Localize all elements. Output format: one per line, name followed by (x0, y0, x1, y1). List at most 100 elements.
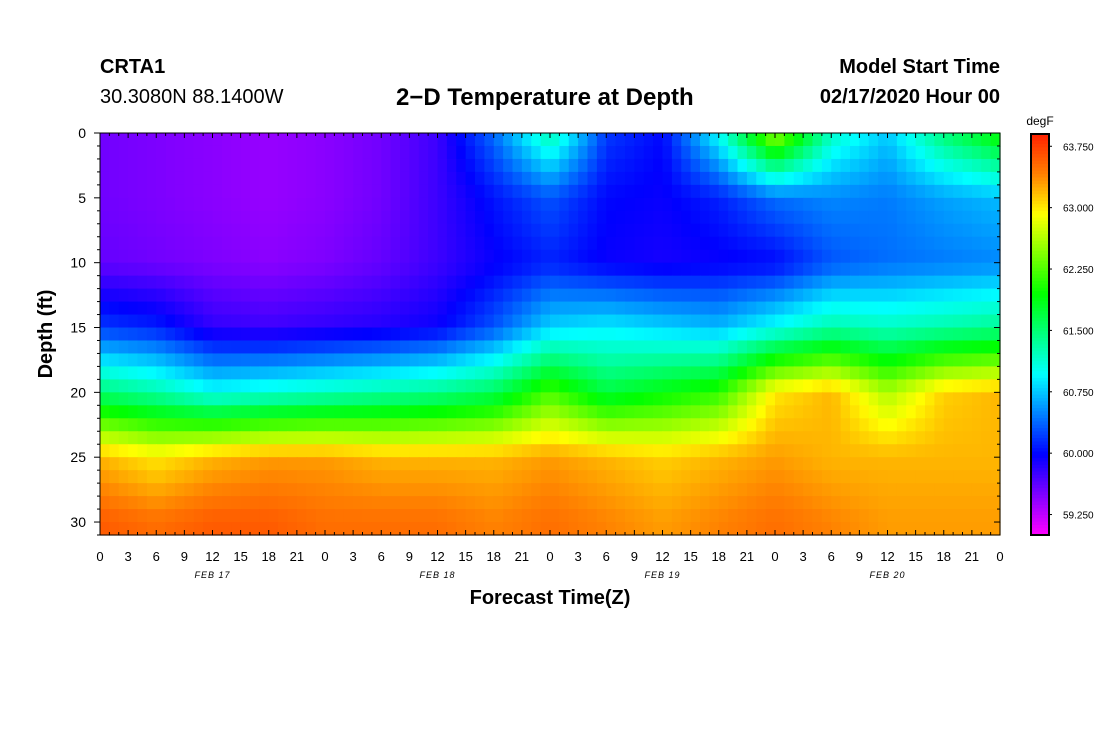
heatmap-cell (953, 366, 964, 380)
colorbar-step (1031, 274, 1049, 279)
heatmap-cell (418, 223, 429, 238)
heatmap-cell (859, 223, 870, 238)
heatmap-cell (868, 470, 879, 484)
heatmap-cell (371, 340, 382, 355)
heatmap-cell (981, 366, 992, 380)
heatmap-cell (231, 223, 242, 238)
heatmap-cell (812, 431, 823, 445)
heatmap-cell (325, 431, 335, 445)
colorbar-step (1031, 204, 1049, 209)
heatmap-cell (371, 236, 382, 251)
heatmap-cell (418, 249, 429, 264)
heatmap-cell (559, 249, 570, 264)
heatmap-cell (868, 184, 879, 199)
heatmap-cell (934, 444, 945, 458)
heatmap-cell (428, 431, 439, 445)
heatmap-cell (850, 405, 860, 419)
heatmap-cell (718, 197, 729, 212)
heatmap-cell (953, 275, 964, 290)
heatmap-cell (512, 301, 523, 316)
heatmap-cell (390, 314, 401, 329)
heatmap-cell (596, 262, 607, 277)
colorbar-step (1031, 177, 1049, 182)
heatmap-cell (831, 288, 842, 303)
heatmap-cell (250, 249, 260, 264)
heatmap-cell (765, 197, 776, 212)
heatmap-cell (240, 223, 251, 238)
heatmap-cell (559, 223, 570, 238)
heatmap-cell (709, 418, 720, 432)
heatmap-cell (137, 301, 148, 316)
heatmap-cell (540, 509, 551, 523)
heatmap-cell (400, 392, 410, 406)
heatmap-cell (203, 444, 214, 458)
heatmap-cell (212, 314, 223, 329)
heatmap-cell (728, 314, 739, 329)
heatmap-cell (184, 496, 195, 510)
heatmap-cell (887, 223, 898, 238)
heatmap-cell (700, 418, 710, 432)
heatmap-cell (756, 457, 767, 471)
heatmap-cell (971, 197, 982, 212)
heatmap-cell (756, 275, 767, 290)
heatmap-cell (840, 145, 851, 160)
heatmap-cell (503, 379, 514, 393)
heatmap-cell (146, 197, 157, 212)
colorbar-step (1031, 154, 1049, 158)
heatmap-cell (212, 418, 223, 432)
heatmap-cell (250, 171, 260, 186)
heatmap-cell (962, 275, 973, 290)
heatmap-cell (362, 340, 373, 355)
heatmap-cell (803, 314, 814, 329)
heatmap-cell (315, 522, 326, 536)
heatmap-cell (990, 379, 1001, 393)
heatmap-cell (212, 275, 223, 290)
heatmap-cell (700, 509, 710, 523)
heatmap-cell (718, 444, 729, 458)
heatmap-cell (184, 184, 195, 199)
heatmap-cell (784, 145, 795, 160)
heatmap-cell (456, 431, 467, 445)
colorbar-step (1031, 418, 1049, 422)
heatmap-cell (568, 262, 579, 277)
heatmap-cell (850, 470, 860, 484)
heatmap-cell (728, 353, 739, 368)
heatmap-cell (521, 392, 532, 406)
heatmap-cell (625, 275, 635, 290)
heatmap-cell (353, 444, 364, 458)
heatmap-cell (456, 418, 467, 432)
heatmap-cell (381, 236, 392, 251)
heatmap-cell (878, 158, 889, 173)
heatmap-cell (334, 457, 345, 471)
colorbar-step (1031, 401, 1049, 406)
heatmap-cell (887, 392, 898, 406)
heatmap-cell (456, 444, 467, 458)
heatmap-cell (437, 509, 448, 523)
heatmap-cell (353, 223, 364, 238)
heatmap-cell (850, 197, 860, 212)
heatmap-cell (353, 249, 364, 264)
heatmap-cell (418, 133, 429, 147)
heatmap-cell (165, 522, 176, 536)
heatmap-cell (990, 133, 1001, 147)
heatmap-cell (587, 366, 598, 380)
heatmap-cell (278, 327, 289, 342)
heatmap-cell (943, 496, 954, 510)
heatmap-cell (475, 262, 485, 277)
heatmap-cell (812, 405, 823, 419)
heatmap-cell (831, 171, 842, 186)
heatmap-cell (756, 340, 767, 355)
colorbar-step (1031, 531, 1049, 536)
heatmap-cell (193, 431, 204, 445)
colorbar-step (1031, 414, 1049, 419)
heatmap-cell (568, 314, 579, 329)
heatmap-cell (418, 392, 429, 406)
heatmap-cell (925, 133, 935, 147)
heatmap-cell (971, 327, 982, 342)
heatmap-cell (756, 379, 767, 393)
heatmap-cell (531, 145, 542, 160)
heatmap-cell (906, 275, 917, 290)
heatmap-cell (465, 379, 476, 393)
heatmap-cell (240, 133, 251, 147)
heatmap-cell (934, 171, 945, 186)
